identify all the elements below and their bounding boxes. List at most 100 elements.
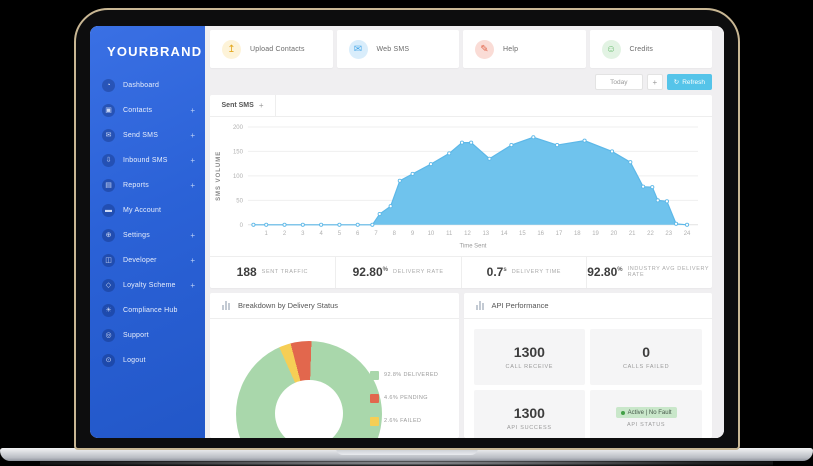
api-performance-header: API Performance — [463, 293, 712, 319]
legend-swatch — [370, 393, 379, 403]
sidebar-item-label: Support — [123, 332, 149, 339]
chart-toolbar: Today + ↻ Refresh — [210, 68, 712, 95]
stat-value: 92.80% — [352, 265, 388, 280]
expand-plus-icon[interactable]: + — [190, 231, 195, 240]
svg-text:8: 8 — [393, 231, 397, 237]
legend-item-failed: 2.6% FAILED — [370, 416, 438, 426]
svg-text:21: 21 — [629, 231, 636, 237]
sidebar-item-dashboard[interactable]: ◔ Dashboard — [90, 73, 205, 98]
sidebar-item-label: Dashboard — [123, 82, 160, 89]
pen-help-icon: ✎ — [475, 39, 494, 59]
sidebar-item-label: Inbound SMS — [123, 157, 168, 164]
period-select[interactable]: Today — [594, 74, 643, 90]
svg-text:2: 2 — [283, 231, 287, 237]
period-add-button[interactable]: + — [646, 74, 663, 90]
svg-text:150: 150 — [233, 149, 244, 155]
expand-plus-icon[interactable]: + — [190, 131, 195, 140]
code-window-icon: ◫ — [102, 254, 115, 267]
svg-text:13: 13 — [482, 231, 489, 237]
sidebar-item-compliance-hub[interactable]: ☀ Compliance Hub — [90, 298, 205, 323]
expand-plus-icon[interactable]: + — [190, 281, 195, 290]
svg-text:18: 18 — [574, 231, 581, 237]
tag-icon: ◇ — [102, 279, 115, 292]
svg-text:200: 200 — [233, 125, 244, 131]
svg-text:11: 11 — [446, 231, 453, 237]
expand-plus-icon[interactable]: + — [190, 106, 195, 115]
svg-text:22: 22 — [647, 231, 654, 237]
sidebar-item-inbound-sms[interactable]: ⇩ Inbound SMS + — [90, 148, 205, 173]
api-tiles-grid: 1300 CALL RECEIVE 0 CALLS FAILED 1300 API SUC… — [464, 319, 713, 438]
lifebuoy-icon: ◎ — [102, 329, 115, 342]
api-status-badge: Active | No Fault — [615, 407, 677, 419]
svg-text:7: 7 — [374, 231, 378, 237]
legend-label: 2.6% FAILED — [384, 418, 422, 425]
svg-text:16: 16 — [537, 231, 544, 237]
sidebar-item-reports[interactable]: ▤ Reports + — [90, 173, 205, 198]
sms-volume-area-chart: 0 50 100 150 200 1 2 3 4 5 6 7 8 9 10 11 12 13 14 15 16 17 18 1… — [210, 117, 712, 256]
inbox-icon: ⇩ — [102, 154, 115, 167]
sidebar-item-label: My Account — [123, 207, 162, 214]
svg-text:17: 17 — [556, 231, 563, 237]
legend-label: 92.8% DELIVERED — [384, 372, 439, 379]
quick-action-credits[interactable]: ☺ Credits — [589, 30, 712, 68]
quick-action-upload-contacts[interactable]: ↥ Upload Contacts — [210, 30, 333, 68]
svg-text:3: 3 — [301, 231, 305, 237]
quick-action-web-sms[interactable]: ✉ Web SMS — [336, 30, 459, 68]
bar-chart-icon — [222, 300, 230, 310]
bar-chart-icon — [475, 300, 484, 310]
svg-text:50: 50 — [236, 198, 243, 204]
donut-legend: 92.8% DELIVERED 4.6% PENDING 2.6% FAILED — [370, 370, 439, 426]
api-tile-value: 0 — [642, 343, 651, 360]
sidebar-item-my-account[interactable]: ▬ My Account — [90, 198, 205, 223]
expand-plus-icon[interactable]: + — [190, 181, 195, 190]
expand-plus-icon[interactable]: + — [190, 156, 195, 165]
sidebar-item-label: Logout — [123, 357, 146, 364]
svg-text:9: 9 — [411, 231, 415, 237]
contact-card-icon: ▣ — [102, 104, 115, 117]
api-performance-card: API Performance 1300 CALL RECEIVE 0 CALLS F… — [463, 292, 713, 438]
delivery-status-donut-chart: 92.8% DELIVERED 4.6% PENDING 2.6% FAILED — [210, 319, 459, 438]
laptop-lid: YOURBRAND ◔ Dashboard ▣ Contacts + ✉ Send SMS +… — [74, 8, 740, 450]
tab-sent-sms[interactable]: Sent SMS + — [210, 95, 276, 116]
delivery-breakdown-title: Breakdown by Delivery Status — [238, 300, 339, 310]
api-tile-label: API SUCCESS — [507, 424, 552, 431]
api-status-badge-label: Active | No Fault — [627, 409, 672, 416]
svg-text:14: 14 — [501, 231, 508, 237]
web-sms-icon: ✉ — [348, 39, 368, 59]
sidebar-item-loyalty-scheme[interactable]: ◇ Loyalty Scheme + — [90, 273, 205, 298]
legend-swatch — [370, 370, 379, 380]
svg-text:100: 100 — [233, 174, 244, 180]
stat-value: 0.7s — [486, 265, 507, 280]
sidebar-item-contacts[interactable]: ▣ Contacts + — [90, 98, 205, 123]
expand-plus-icon[interactable]: + — [190, 256, 195, 265]
delivery-breakdown-card: Breakdown by Delivery Status 92.8% DELIV… — [210, 292, 459, 438]
svg-text:4: 4 — [319, 231, 323, 237]
donut-ring — [236, 340, 382, 438]
api-tile-call-receive: 1300 CALL RECEIVE — [473, 328, 586, 385]
sidebar-item-send-sms[interactable]: ✉ Send SMS + — [90, 123, 205, 148]
stat-unit: % — [617, 267, 623, 274]
stat-delivery-rate: 92.80% DELIVERY RATE — [336, 256, 462, 288]
sidebar-item-support[interactable]: ◎ Support — [90, 323, 205, 348]
svg-text:20: 20 — [611, 231, 618, 237]
laptop-base-shadow — [40, 460, 773, 466]
sidebar-menu: ◔ Dashboard ▣ Contacts + ✉ Send SMS + ⇩ Inbound S… — [90, 73, 205, 373]
gauge-icon: ◔ — [102, 79, 115, 92]
api-tile-label: CALL RECEIVE — [505, 363, 554, 370]
status-dot-icon — [620, 410, 625, 415]
sidebar-item-settings[interactable]: ⊕ Settings + — [90, 223, 205, 248]
stat-value: 188 — [236, 265, 257, 280]
refresh-button[interactable]: ↻ Refresh — [666, 74, 712, 90]
add-tab-button[interactable]: + — [258, 101, 264, 110]
sidebar-item-developer[interactable]: ◫ Developer + — [90, 248, 205, 273]
stats-row: 188 SENT TRAFFIC 92.80% DELIVERY RATE 0.7s DE… — [210, 255, 712, 288]
svg-text:15: 15 — [519, 231, 526, 237]
api-tile-calls-failed: 0 CALLS FAILED — [590, 328, 702, 385]
quick-action-help[interactable]: ✎ Help — [463, 30, 586, 68]
tab-sent-sms-label: Sent SMS — [221, 102, 254, 109]
quick-action-label: Upload Contacts — [250, 45, 305, 53]
sidebar-item-label: Developer — [123, 257, 157, 264]
sidebar-item-logout[interactable]: ⊙ Logout — [90, 348, 205, 373]
